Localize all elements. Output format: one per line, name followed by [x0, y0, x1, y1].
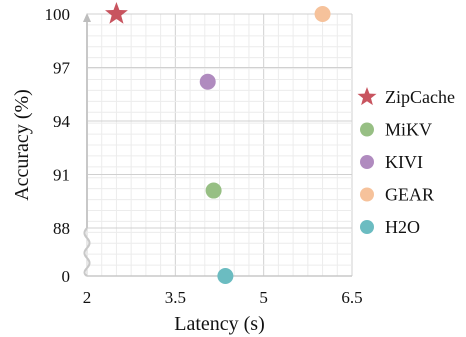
- legend-label-gear: GEAR: [385, 185, 434, 205]
- y-tick-label: 91: [53, 166, 70, 185]
- legend-label-h2o: H2O: [385, 217, 420, 237]
- y-tick-label: 97: [53, 59, 71, 78]
- axis-break-squiggle: [83, 227, 91, 277]
- y-tick-label: 88: [53, 219, 70, 238]
- point-gear: [314, 6, 331, 22]
- legend-label-kivi: KIVI: [385, 152, 423, 172]
- y-axis-arrow: [83, 13, 91, 22]
- x-tick-label: 2: [83, 288, 92, 307]
- x-tick-label: 5: [259, 288, 268, 307]
- grid: [86, 13, 353, 277]
- legend-label-mikv: MiKV: [385, 120, 432, 140]
- x-tick-label: 6.5: [341, 288, 362, 307]
- y-tick-label: 100: [45, 5, 71, 24]
- point-h2o: [217, 268, 234, 284]
- y-tick-label: 94: [53, 112, 71, 131]
- data-points: [105, 2, 331, 284]
- legend-marker-zipcache: [357, 87, 377, 106]
- x-axis-label: Latency (s): [174, 313, 265, 335]
- legend-marker-h2o: [360, 220, 374, 234]
- x-tick-label: 3.5: [165, 288, 186, 307]
- tick-labels: 2 3.5 5 6.5 0 88 91 94 97 100: [45, 5, 363, 307]
- legend-marker-gear: [360, 187, 374, 202]
- legend-label-zipcache: ZipCache: [385, 87, 455, 107]
- point-kivi: [199, 73, 216, 90]
- y-tick-label: 0: [62, 267, 71, 286]
- point-zipcache: [105, 2, 128, 24]
- legend-marker-mikv: [360, 122, 374, 137]
- legend-marker-kivi: [360, 155, 374, 169]
- point-mikv: [205, 182, 222, 199]
- legend: ZipCache MiKV KIVI GEAR H2O: [357, 87, 455, 237]
- y-axis-label: Accuracy (%): [11, 89, 33, 201]
